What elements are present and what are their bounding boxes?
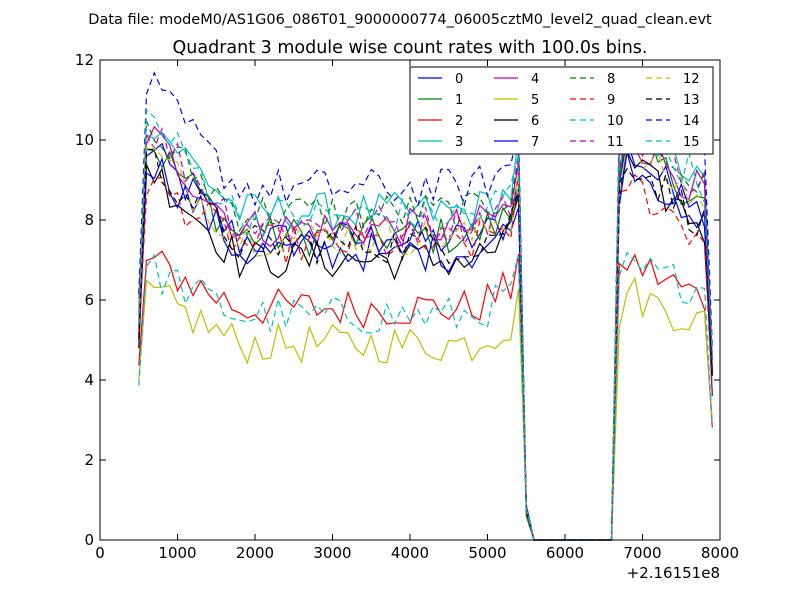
y-tick-label: 12 [75, 51, 94, 69]
series-line-7 [138, 151, 713, 541]
x-tick-label: 8000 [701, 544, 739, 562]
legend-label-14: 14 [683, 114, 700, 129]
legend-label-6: 6 [531, 114, 539, 129]
series-line-15 [138, 108, 713, 541]
chart-title: Quadrant 3 module wise count rates with … [173, 38, 648, 58]
x-offset-label: +2.16151e8 [627, 564, 720, 582]
series-line-8 [138, 120, 713, 541]
legend-label-5: 5 [531, 93, 539, 108]
x-tick-label: 7000 [623, 544, 661, 562]
y-tick-label: 4 [84, 371, 94, 389]
legend-label-12: 12 [683, 72, 700, 87]
series-line-12 [138, 136, 713, 541]
x-tick-label: 0 [95, 544, 105, 562]
figure-suptitle: Data file: modeM0/AS1G06_086T01_90000007… [88, 12, 712, 28]
series-line-13 [138, 148, 713, 541]
legend-frame [409, 66, 714, 155]
y-tick-label: 10 [75, 131, 94, 149]
plot-lines [138, 71, 713, 541]
series-line-5 [138, 276, 713, 541]
legend-label-7: 7 [531, 135, 539, 150]
y-tick-label: 8 [84, 211, 94, 229]
legend-label-13: 13 [683, 93, 700, 108]
x-tick-label: 3000 [313, 544, 351, 562]
y-tick-label: 2 [84, 451, 94, 469]
x-axis: 0 1000 2000 3000 4000 5000 6000 7000 8000 [95, 60, 739, 562]
y-tick-label: 0 [84, 531, 94, 549]
legend-label-15: 15 [683, 135, 700, 150]
legend-label-1: 1 [455, 93, 463, 108]
x-tick-label: 1000 [158, 544, 196, 562]
x-tick-label: 4000 [391, 544, 429, 562]
legend-label-3: 3 [455, 135, 463, 150]
series-line-10 [138, 251, 713, 541]
x-tick-label: 2000 [236, 544, 274, 562]
x-tick-label: 5000 [468, 544, 506, 562]
legend-label-2: 2 [455, 114, 463, 129]
legend-label-8: 8 [607, 72, 615, 87]
legend-label-4: 4 [531, 72, 539, 87]
legend-label-10: 10 [607, 114, 624, 129]
y-tick-label: 6 [84, 291, 94, 309]
x-tick-label: 6000 [546, 544, 584, 562]
legend-label-11: 11 [607, 135, 624, 150]
legend-label-0: 0 [455, 72, 463, 87]
series-line-2 [138, 250, 713, 541]
series-line-3 [138, 106, 713, 541]
legend-label-9: 9 [607, 93, 615, 108]
series-line-1 [138, 130, 713, 541]
